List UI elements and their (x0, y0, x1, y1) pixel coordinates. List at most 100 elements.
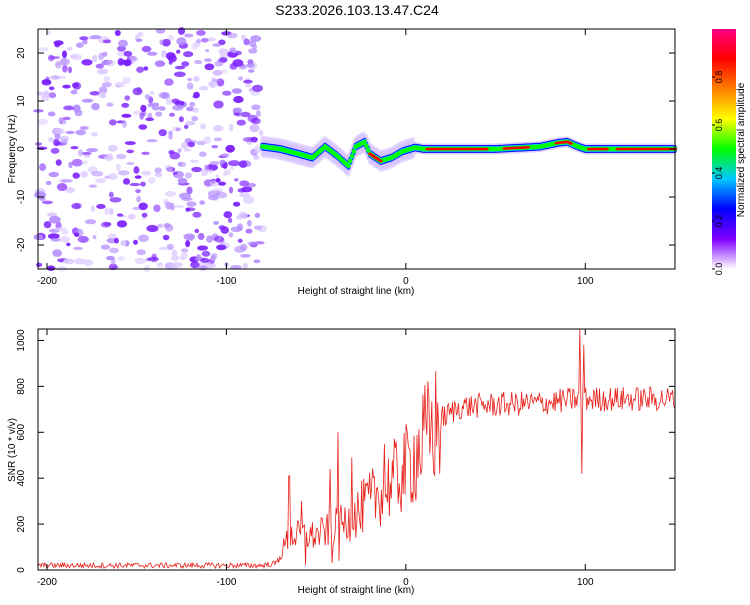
noise-blob (50, 147, 60, 154)
noise-blob (111, 258, 116, 266)
noise-blob (228, 166, 235, 170)
noise-blob (185, 240, 191, 248)
noise-blob (253, 225, 262, 230)
noise-blob (247, 59, 254, 65)
noise-blob (201, 169, 208, 177)
noise-blob (179, 255, 185, 261)
noise-blob (138, 234, 149, 243)
noise-blob (149, 102, 160, 106)
noise-blob (63, 258, 75, 265)
ridge-peak (604, 147, 609, 151)
noise-blob (156, 262, 164, 268)
ridge-core (346, 163, 351, 168)
noise-blob (72, 172, 80, 179)
noise-blob (213, 100, 224, 109)
snr-xtick-label: 0 (403, 577, 409, 588)
noise-blob (198, 85, 209, 91)
noise-blob (96, 204, 106, 209)
noise-blob (108, 191, 114, 198)
noise-blob (78, 149, 84, 157)
noise-blob (228, 160, 241, 167)
noise-blob (197, 265, 208, 271)
noise-blob (96, 68, 109, 75)
noise-blob (121, 102, 130, 108)
noise-blob (127, 213, 136, 220)
noise-blob (132, 87, 143, 96)
noise-blob (53, 40, 64, 46)
noise-blob (35, 262, 43, 267)
noise-blob (171, 249, 178, 257)
noise-blob (102, 39, 112, 44)
noise-blob (68, 161, 73, 168)
ridge-core (364, 143, 369, 148)
ridge-core (348, 158, 353, 164)
noise-blob (218, 48, 229, 55)
noise-blob (81, 160, 88, 165)
noise-blob (92, 54, 98, 63)
noise-blob (196, 140, 206, 146)
ridge-core (366, 147, 371, 152)
noise-blob (74, 232, 80, 237)
noise-blob (70, 146, 79, 150)
noise-blob (245, 228, 253, 234)
noise-blob (247, 241, 259, 246)
noise-blob (191, 115, 199, 122)
noise-blob (153, 204, 161, 213)
noise-blob (114, 82, 126, 88)
ridge-core (351, 149, 356, 154)
noise-blob (255, 110, 261, 117)
snr-xtick-label: -100 (216, 577, 236, 588)
noise-blob (136, 195, 142, 203)
noise-blob (114, 237, 119, 244)
noise-blob (151, 253, 157, 260)
noise-blob (124, 95, 131, 101)
noise-blob (77, 235, 89, 243)
noise-blob (228, 232, 234, 238)
noise-blob (199, 200, 206, 205)
heatmap-xtick-label: -200 (37, 276, 57, 287)
noise-blob (91, 102, 100, 111)
noise-blob (81, 98, 94, 103)
noise-blob (158, 92, 168, 99)
noise-blob (181, 248, 189, 253)
noise-blob (101, 81, 112, 88)
noise-blob (238, 211, 248, 220)
noise-blob (154, 167, 162, 174)
figure-title: S233.2026.103.13.47.C24 (275, 2, 439, 18)
noise-blob (167, 34, 174, 42)
noise-blob (140, 170, 152, 176)
noise-blob (143, 66, 149, 71)
noise-blob (147, 177, 156, 184)
noise-blob (164, 78, 174, 86)
noise-blob (212, 43, 222, 47)
noise-blob (225, 144, 235, 153)
noise-blob (234, 50, 242, 56)
noise-blob (251, 104, 261, 110)
noise-blob (254, 212, 261, 218)
noise-blob (254, 145, 261, 154)
noise-blob (134, 257, 147, 265)
noise-blob (222, 90, 232, 96)
noise-blob (176, 104, 183, 109)
noise-blob (212, 79, 222, 82)
noise-blob (194, 60, 203, 65)
noise-blob (108, 119, 117, 126)
noise-blob (55, 159, 62, 166)
noise-blob (146, 139, 158, 143)
noise-blob (141, 212, 148, 218)
noise-blob (165, 201, 173, 210)
noise-blob (240, 254, 251, 258)
noise-blob (149, 91, 155, 95)
noise-blob (57, 137, 66, 142)
noise-blob (222, 172, 228, 176)
noise-blob (144, 94, 151, 100)
noise-blob (173, 71, 186, 78)
noise-blob (201, 38, 209, 43)
noise-blob (200, 257, 210, 263)
noise-blob (233, 201, 241, 207)
noise-blob (83, 154, 91, 158)
noise-blob (206, 37, 216, 42)
noise-blob (123, 50, 133, 57)
noise-blob (95, 178, 107, 184)
noise-blob (242, 262, 248, 270)
